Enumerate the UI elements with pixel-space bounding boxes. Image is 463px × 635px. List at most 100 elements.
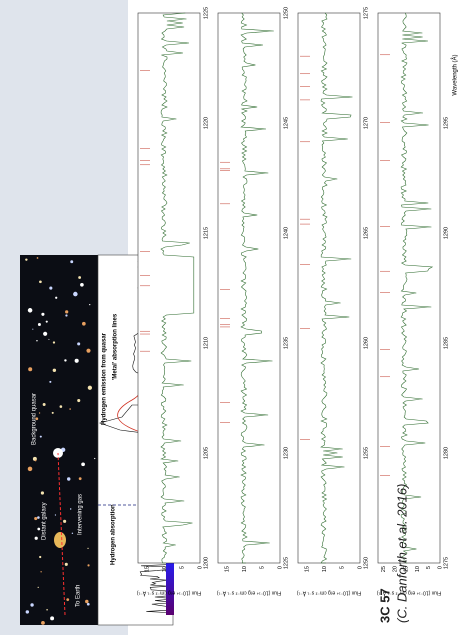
x-tick-label: 1200 [203,557,209,569]
x-tick-label: 1230 [283,447,289,459]
star [64,359,67,362]
star [27,466,33,472]
y-tick-label: 10 [242,566,248,572]
star [42,403,46,406]
x-axis-title: Wavelength (Å) [452,54,459,95]
x-tick-label: 1250 [363,557,369,569]
star [73,291,78,297]
x-tick-label: 1225 [203,7,209,19]
star [87,564,90,567]
photo-label: Intervening gas [78,494,84,535]
star [63,519,67,523]
y-tick-label: 0 [197,566,203,569]
star [28,367,33,372]
galaxy-photo [20,255,98,625]
star [37,586,39,589]
star [46,608,48,611]
star [66,598,70,602]
y-axis-title: Flux (10⁻¹⁴ erg cm⁻² s⁻¹ Å⁻¹) [136,590,201,597]
star [77,342,81,346]
star [49,286,53,290]
photo-label: Background quasar [32,393,38,445]
star [32,328,34,330]
y-axis-title: Flux (10⁻¹⁴ erg cm⁻² s⁻¹ Å⁻¹) [216,590,281,597]
star [41,620,45,625]
star [78,477,82,481]
star [74,358,79,363]
star [25,258,28,261]
x-tick-label: 1280 [443,447,449,459]
star [40,571,42,573]
x-tick-label: 1285 [443,337,449,349]
star [87,385,93,390]
x-tick-label: 1265 [363,227,369,239]
star [34,516,38,521]
star [82,321,86,326]
x-tick-label: 1210 [203,337,209,349]
star [86,348,91,353]
y-tick-label: 5 [340,566,346,569]
y-tick-label: 5 [260,566,266,569]
y-tick-label: 15 [304,566,310,572]
star [41,312,45,316]
star [59,405,63,408]
star [80,282,84,287]
x-tick-label: 1240 [283,227,289,239]
x-tick-label: 1250 [283,7,289,19]
caption-credit: (C. Danforth et al. 2016) [394,484,409,623]
star [78,276,82,279]
star [67,477,71,481]
y-tick-label: 10 [415,566,421,572]
star [65,314,68,317]
star [43,331,48,336]
star [52,341,56,344]
y-tick-label: 5 [180,566,186,569]
y-tick-label: 10 [162,566,168,572]
x-tick-label: 1220 [203,117,209,129]
y-tick-label: 15 [404,566,410,572]
star [69,508,72,510]
spectrum-panel [217,12,281,564]
star [39,435,42,438]
star [37,527,41,531]
plot-label: Hydrogen emission from quasar [102,332,108,425]
star [86,602,90,606]
spectrum-panel [377,12,441,564]
y-tick-label: 25 [381,566,387,572]
photo-label: Distant galaxy [42,502,48,540]
star [30,603,34,607]
star [54,514,57,516]
x-tick-label: 1270 [363,117,369,129]
y-tick-label: 5 [426,566,432,569]
x-tick-label: 1225 [283,557,289,569]
star [25,610,30,614]
x-tick-label: 1295 [443,117,449,129]
y-tick-label: 15 [224,566,230,572]
star [65,310,69,314]
spectrum-trace [320,12,353,564]
star [64,562,68,566]
star [48,338,50,340]
y-tick-label: 0 [277,566,283,569]
spectrum-trace [160,12,195,564]
x-tick-label: 1275 [443,557,449,569]
star [36,257,39,259]
spectrum-panel [137,12,201,564]
y-tick-label: 10 [322,566,328,572]
galaxy [54,532,66,548]
star [49,380,52,383]
y-tick-label: 0 [437,566,443,569]
star [45,320,48,323]
x-tick-label: 1255 [363,447,369,459]
spectrum-trace [400,12,434,564]
caption-title: 3C 57 [377,588,392,623]
star [50,616,55,621]
plot-label: 'Metal' absorption lines [113,313,119,380]
star [87,547,89,549]
x-tick-label: 1235 [283,337,289,349]
x-tick-label: 1215 [203,227,209,239]
star [36,340,38,342]
x-tick-label: 1205 [203,447,209,459]
star [39,280,42,284]
